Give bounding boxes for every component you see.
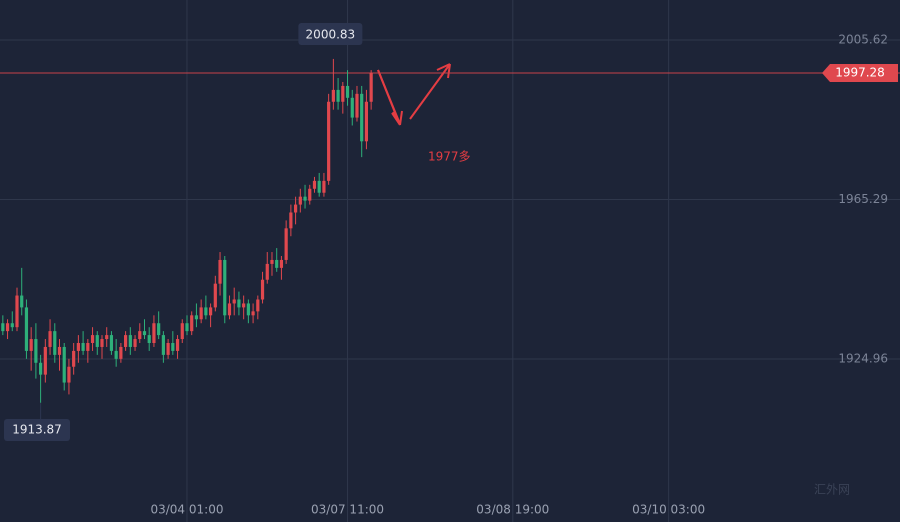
candle-body bbox=[369, 72, 373, 102]
candle-body bbox=[29, 339, 33, 351]
high-badge bbox=[298, 23, 363, 45]
candle-body bbox=[350, 97, 354, 118]
candle-body bbox=[251, 311, 255, 316]
candle-body bbox=[317, 180, 321, 193]
candle-body bbox=[15, 295, 19, 328]
arrows bbox=[377, 63, 451, 126]
candle-body bbox=[289, 212, 293, 229]
x-tick-label: 03/04 01:00 bbox=[150, 503, 223, 517]
candle-body bbox=[180, 323, 184, 340]
low-label: 1913.87 bbox=[12, 423, 62, 437]
candle-body bbox=[86, 343, 90, 351]
candle-body bbox=[336, 89, 340, 102]
candle-body bbox=[95, 335, 99, 347]
annotation: 1977多 bbox=[428, 150, 471, 164]
candle-body bbox=[260, 279, 265, 300]
candle-body bbox=[218, 259, 222, 284]
candle-body bbox=[279, 259, 284, 268]
candle-body bbox=[293, 204, 298, 213]
candle-body bbox=[76, 343, 80, 351]
candle-body bbox=[331, 89, 335, 102]
candle-body bbox=[199, 307, 203, 320]
candle-body bbox=[360, 93, 364, 142]
candle-body bbox=[152, 323, 156, 344]
candle-body bbox=[256, 299, 260, 312]
candle-body bbox=[53, 331, 57, 355]
candle-body bbox=[232, 299, 236, 304]
x-tick-label: 03/10 03:00 bbox=[632, 503, 705, 517]
candle-body bbox=[322, 180, 326, 193]
candle-body bbox=[157, 323, 161, 336]
candle-body bbox=[265, 263, 269, 280]
candle-body bbox=[72, 350, 76, 367]
candle-body bbox=[81, 343, 85, 351]
candle-body bbox=[24, 307, 29, 351]
candle-body bbox=[90, 335, 95, 344]
candle-body bbox=[166, 343, 170, 355]
last-price-badge bbox=[822, 63, 898, 82]
low-badge bbox=[4, 419, 70, 441]
candle-body bbox=[161, 335, 165, 355]
candle-body bbox=[34, 339, 38, 363]
x-tick-label: 03/08 19:00 bbox=[476, 503, 549, 517]
candle-body bbox=[303, 196, 307, 201]
candle-body bbox=[204, 307, 208, 316]
candle-body bbox=[43, 346, 47, 375]
candle-body bbox=[147, 335, 151, 344]
candle-body bbox=[227, 303, 232, 316]
candle-body bbox=[119, 346, 123, 359]
candle-body bbox=[345, 85, 350, 98]
candle-body bbox=[105, 335, 109, 340]
candle-body bbox=[100, 339, 104, 347]
candle-body bbox=[327, 101, 331, 181]
candle-body bbox=[223, 259, 227, 316]
candle-body bbox=[242, 303, 246, 308]
candle-body bbox=[5, 323, 10, 332]
candle-body bbox=[133, 339, 137, 347]
y-tick-label: 1965.29 bbox=[838, 192, 888, 206]
last-price-label: 1997.28 bbox=[835, 65, 885, 79]
candle-body bbox=[190, 315, 194, 332]
candle-body bbox=[20, 295, 24, 308]
candle-body bbox=[275, 259, 279, 268]
x-tick-label: 03/07 11:00 bbox=[311, 503, 384, 517]
candle-body bbox=[138, 331, 142, 340]
candle-body bbox=[175, 339, 180, 351]
candle-body bbox=[270, 259, 274, 264]
candle-body bbox=[1, 323, 5, 332]
high-label: 2000.83 bbox=[306, 28, 356, 42]
candle-body bbox=[308, 188, 312, 201]
candle-body bbox=[213, 283, 217, 308]
watermark: 汇外网 bbox=[814, 483, 850, 497]
candle-body bbox=[194, 315, 199, 320]
candle-body bbox=[298, 196, 302, 205]
y-tick-label: 1924.96 bbox=[838, 351, 888, 365]
candle-body bbox=[48, 331, 52, 347]
candle-body bbox=[284, 228, 288, 260]
candle-body bbox=[109, 335, 114, 351]
candle-body bbox=[208, 307, 213, 316]
candle-body bbox=[237, 299, 241, 308]
candle-body bbox=[114, 350, 118, 359]
y-tick-label: 2005.62 bbox=[838, 32, 888, 46]
candle-body bbox=[171, 343, 175, 351]
candle-body bbox=[39, 362, 43, 375]
candle-body bbox=[10, 323, 14, 328]
candle-body bbox=[312, 180, 317, 189]
candle-body bbox=[355, 93, 359, 118]
candle-body bbox=[142, 331, 147, 336]
candle-body bbox=[67, 366, 71, 383]
candle-body bbox=[124, 335, 128, 347]
candle-body bbox=[341, 85, 345, 102]
candle-body bbox=[57, 346, 62, 355]
candle-body bbox=[364, 101, 369, 142]
candle-body bbox=[62, 346, 66, 383]
candle-body bbox=[185, 323, 189, 332]
candle-body bbox=[246, 303, 250, 316]
candle-body bbox=[128, 335, 132, 347]
